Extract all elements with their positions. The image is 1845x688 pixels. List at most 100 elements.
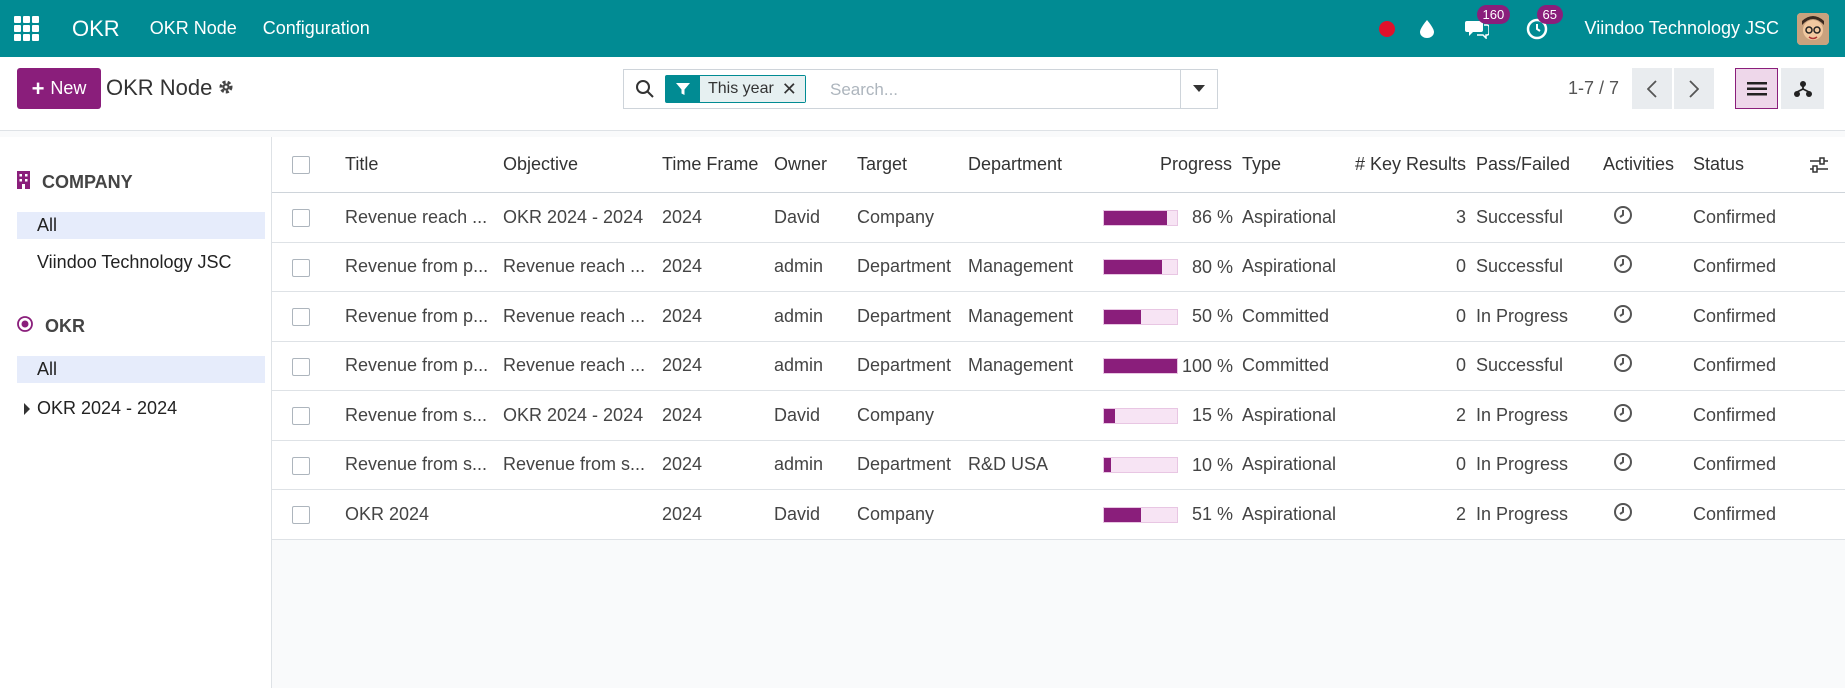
cell-title[interactable]: Revenue from p... [345,291,503,342]
cell-progress[interactable]: 51 % [1095,489,1242,540]
cell-target[interactable]: Company [857,489,968,540]
cell-department[interactable] [968,192,1095,243]
cell-pass-failed[interactable]: In Progress [1476,440,1603,490]
cell-pass-failed[interactable]: In Progress [1476,390,1603,441]
cell-department[interactable]: R&D USA [968,440,1095,490]
row-checkbox[interactable] [292,407,310,425]
sidebar-item-company-all[interactable]: All [17,212,265,239]
column-header-objective[interactable]: Objective [503,137,662,193]
column-header-status[interactable]: Status [1693,137,1801,193]
cell-status[interactable]: Confirmed [1693,291,1801,342]
cell-time-frame[interactable]: 2024 [662,390,774,441]
cell-title[interactable]: Revenue from s... [345,390,503,441]
activity-clock-icon[interactable] [1613,304,1633,329]
cell-department[interactable]: Management [968,242,1095,292]
row-checkbox[interactable] [292,357,310,376]
cell-target[interactable]: Department [857,440,968,490]
column-header-title[interactable]: Title [345,137,503,193]
cell-owner[interactable]: David [774,489,857,540]
cell-type[interactable]: Aspirational [1242,390,1348,441]
cell-key-results[interactable]: 2 [1348,390,1476,441]
company-switcher[interactable]: Viindoo Technology JSC [1584,18,1779,38]
row-checkbox[interactable] [292,506,310,524]
table-row[interactable]: OKR 2024 2024 David Company 51 % Aspirational… [272,489,1845,540]
sidebar-item-okr-2024[interactable]: OKR 2024 - 2024 [17,395,265,422]
cell-key-results[interactable]: 0 [1348,341,1476,391]
column-header-activities[interactable]: Activities [1603,137,1693,193]
cell-time-frame[interactable]: 2024 [662,440,774,490]
column-header-department[interactable]: Department [968,137,1095,193]
column-header-target[interactable]: Target [857,137,968,193]
cell-status[interactable]: Confirmed [1693,242,1801,292]
cell-status[interactable]: Confirmed [1693,489,1801,540]
cell-key-results[interactable]: 0 [1348,440,1476,490]
cell-key-results[interactable]: 3 [1348,192,1476,243]
select-all-checkbox[interactable] [292,156,310,175]
column-header-pass-failed[interactable]: Pass/Failed [1476,137,1603,193]
gear-icon[interactable] [217,78,235,101]
cell-pass-failed[interactable]: Successful [1476,192,1603,243]
cell-title[interactable]: Revenue from s... [345,440,503,490]
cell-progress[interactable]: 80 % [1095,242,1242,292]
cell-owner[interactable]: admin [774,242,857,292]
messages-icon[interactable]: 160 [1464,4,1511,41]
remove-filter-close-icon[interactable]: ✕ [781,76,805,102]
cell-pass-failed[interactable]: Successful [1476,242,1603,292]
app-name[interactable]: OKR [72,15,120,41]
cell-owner[interactable]: David [774,192,857,243]
column-header-type[interactable]: Type [1242,137,1348,193]
hierarchy-view-button[interactable] [1781,68,1824,109]
cell-time-frame[interactable]: 2024 [662,192,774,243]
cell-progress[interactable]: 50 % [1095,291,1242,342]
cell-key-results[interactable]: 0 [1348,291,1476,342]
cell-department[interactable]: Management [968,291,1095,342]
activity-clock-icon[interactable] [1613,205,1633,230]
cell-department[interactable]: Management [968,341,1095,391]
activity-clock-icon[interactable] [1613,452,1633,477]
cell-progress[interactable]: 10 % [1095,440,1242,490]
user-avatar[interactable] [1797,12,1829,45]
table-row[interactable]: Revenue reach ... OKR 2024 - 2024 2024 Davi… [272,192,1845,243]
table-row[interactable]: Revenue from p... Revenue reach ... 2024 ad… [272,242,1845,292]
cell-owner[interactable]: admin [774,291,857,342]
row-checkbox[interactable] [292,456,310,475]
cell-department[interactable] [968,390,1095,441]
search-options-chevron-down-icon[interactable] [1180,70,1217,108]
cell-progress[interactable]: 15 % [1095,390,1242,441]
pager-next-button[interactable] [1674,68,1714,109]
cell-department[interactable] [968,489,1095,540]
list-view-button[interactable] [1735,68,1778,109]
column-header-key-results[interactable]: # Key Results [1348,137,1476,193]
cell-status[interactable]: Confirmed [1693,341,1801,391]
table-row[interactable]: Revenue from s... Revenue from s... 2024 ad… [272,440,1845,490]
column-header-progress[interactable]: Progress [1095,137,1242,193]
cell-owner[interactable]: admin [774,440,857,490]
cell-target[interactable]: Department [857,291,968,342]
cell-key-results[interactable]: 2 [1348,489,1476,540]
row-checkbox[interactable] [292,209,310,227]
cell-objective[interactable]: Revenue reach ... [503,291,662,342]
cell-key-results[interactable]: 0 [1348,242,1476,292]
pager-value[interactable]: 1-7 / 7 [1568,78,1620,98]
table-row[interactable]: Revenue from p... Revenue reach ... 2024 ad… [272,291,1845,342]
cell-target[interactable]: Department [857,341,968,391]
row-checkbox[interactable] [292,308,310,326]
cell-time-frame[interactable]: 2024 [662,489,774,540]
cell-pass-failed[interactable]: In Progress [1476,489,1603,540]
cell-type[interactable]: Committed [1242,291,1348,342]
cell-owner[interactable]: David [774,390,857,441]
drop-icon[interactable] [1415,17,1439,41]
search-icon[interactable] [635,79,655,104]
table-row[interactable]: Revenue from s... OKR 2024 - 2024 2024 Davi… [272,390,1845,441]
column-header-owner[interactable]: Owner [774,137,857,193]
cell-status[interactable]: Confirmed [1693,440,1801,490]
cell-title[interactable]: Revenue from p... [345,341,503,391]
cell-type[interactable]: Aspirational [1242,440,1348,490]
cell-objective[interactable]: Revenue reach ... [503,242,662,292]
cell-status[interactable]: Confirmed [1693,390,1801,441]
sliders-icon[interactable] [1809,156,1829,174]
cell-target[interactable]: Department [857,242,968,292]
cell-progress[interactable]: 100 % [1095,341,1242,391]
table-row[interactable]: Revenue from p... Revenue reach ... 2024 ad… [272,341,1845,391]
menu-okr-node[interactable]: OKR Node [149,18,237,38]
